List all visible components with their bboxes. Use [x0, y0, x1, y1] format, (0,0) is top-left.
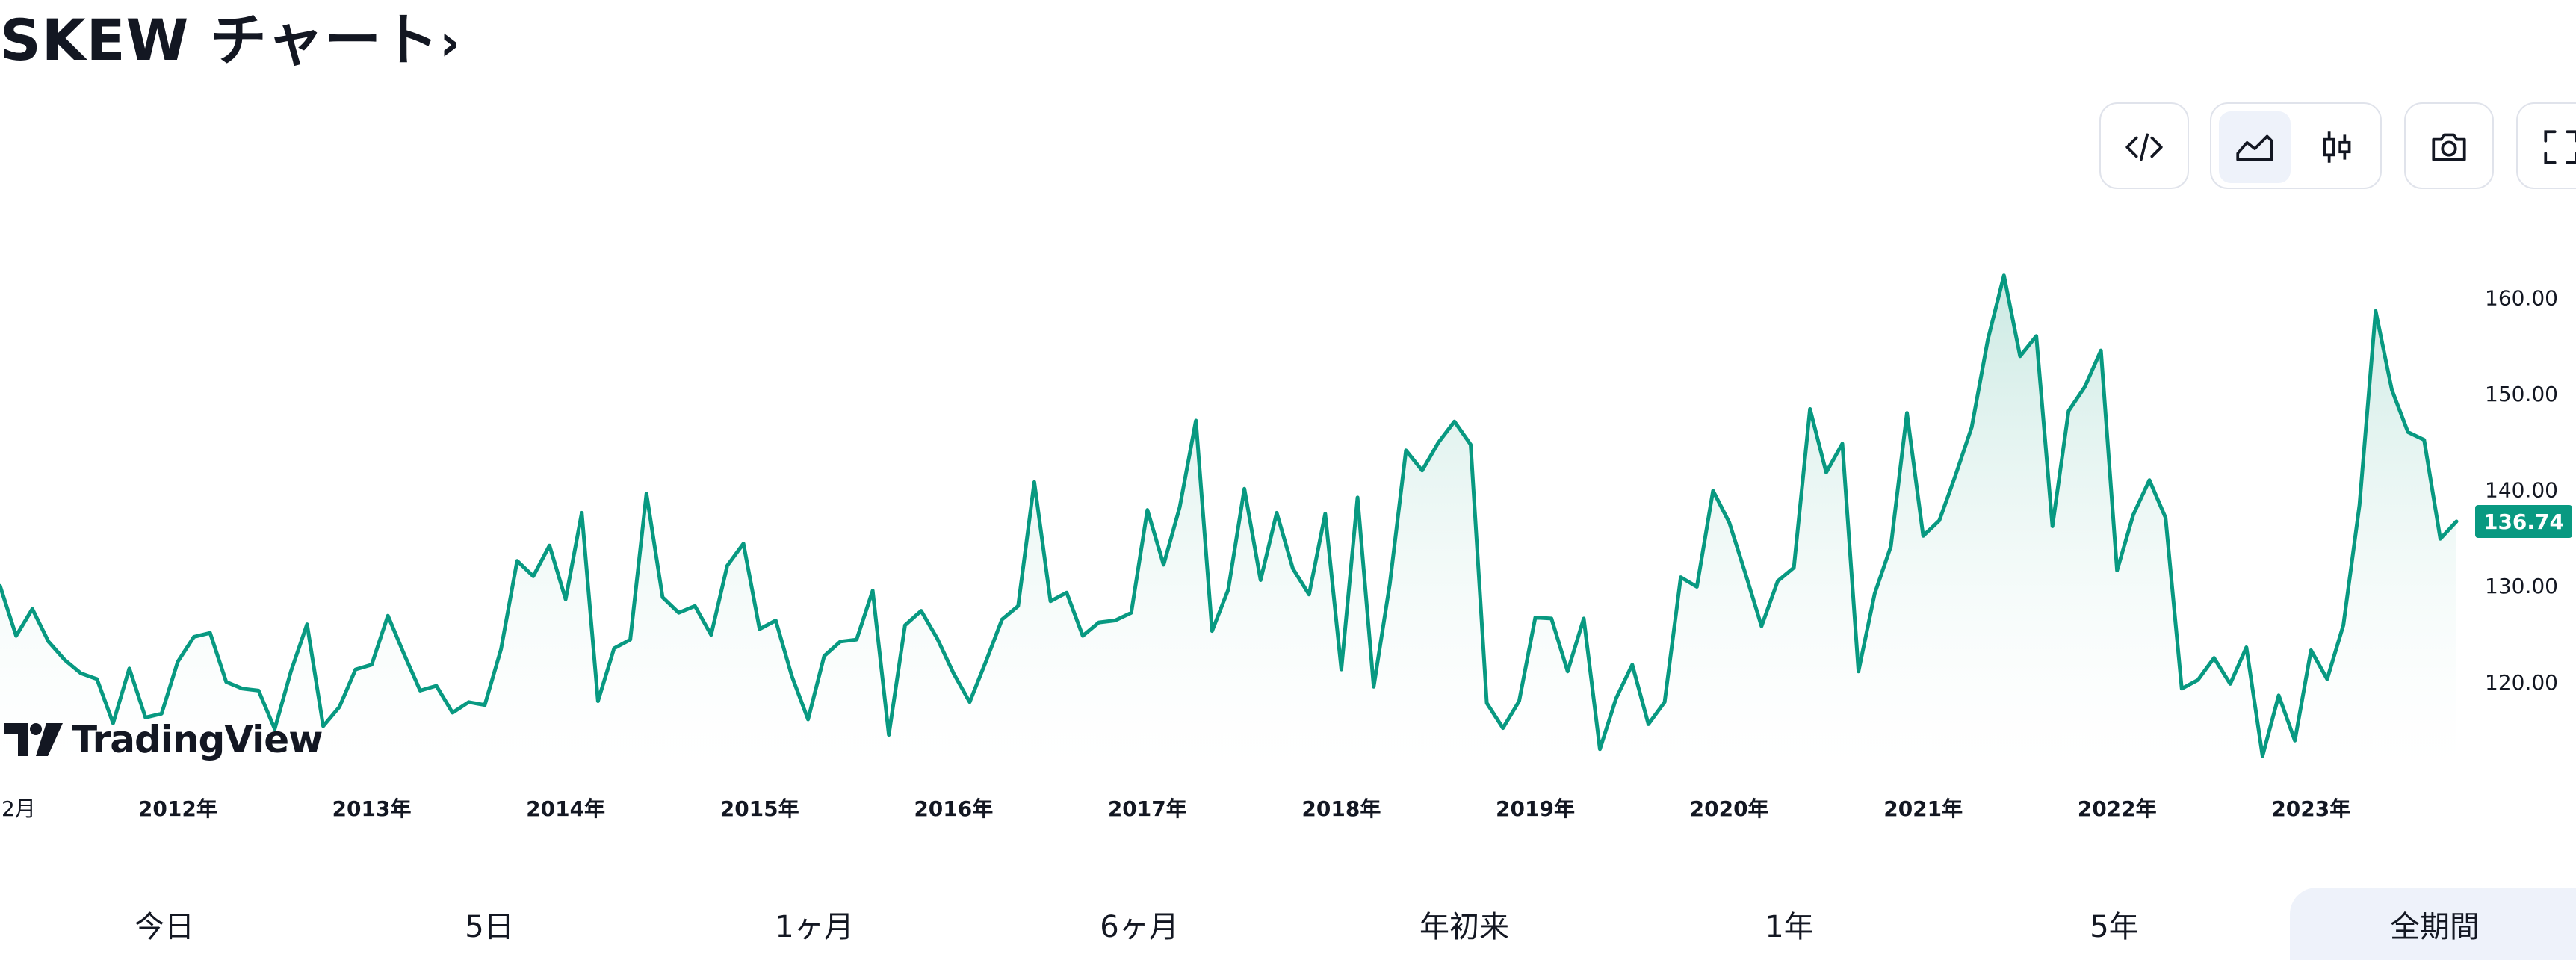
x-tick-label: 2013年 — [332, 796, 412, 821]
area-style-button[interactable] — [2219, 111, 2291, 183]
chart-style-group — [2210, 102, 2382, 189]
embed-button[interactable] — [2108, 111, 2180, 183]
x-tick-label: 2017年 — [1108, 796, 1187, 821]
tradingview-logo-icon — [4, 723, 63, 756]
chevron-right-icon: › — [439, 13, 462, 72]
range-6m-button[interactable]: 6ヶ月 — [1100, 909, 1179, 944]
range-1y-button[interactable]: 1年 — [1765, 909, 1814, 944]
y-axis: 120.00 130.00 140.00 150.00 160.00 — [2485, 285, 2558, 695]
snapshot-button[interactable] — [2413, 111, 2485, 183]
fullscreen-button[interactable] — [2525, 111, 2576, 183]
x-tick-label: 2022年 — [2078, 796, 2157, 821]
time-range-bar: 今日 5日 1ヶ月 6ヶ月 年初来 1年 5年 全期間 — [0, 888, 2576, 960]
y-tick-label: 160.00 — [2485, 285, 2558, 310]
tradingview-watermark: TradingView — [4, 713, 323, 766]
range-all-button[interactable]: 全期間 — [2290, 888, 2576, 960]
fullscreen-group — [2516, 102, 2576, 189]
y-tick-label: 130.00 — [2485, 574, 2558, 598]
x-tick-label: 2020年 — [1690, 796, 1769, 821]
last-value-text: 136.74 — [2483, 510, 2564, 534]
code-icon — [2125, 133, 2163, 161]
snapshot-group — [2404, 102, 2494, 189]
y-tick-label: 150.00 — [2485, 382, 2558, 406]
x-tick-label: 2014年 — [526, 796, 605, 821]
range-5y-button[interactable]: 5年 — [2090, 909, 2139, 944]
y-tick-label: 140.00 — [2485, 478, 2558, 503]
fullscreen-icon — [2544, 130, 2576, 164]
candle-style-button[interactable] — [2301, 111, 2373, 183]
x-axis: 2月 2012年 2013年 2014年 2015年 2016年 2017年 2018年 201… — [1, 796, 2350, 821]
range-today-button[interactable]: 今日 — [134, 909, 194, 944]
x-tick-label: 2023年 — [2271, 796, 2350, 821]
x-tick-label: 2016年 — [914, 796, 993, 821]
x-tick-label: 2019年 — [1496, 796, 1575, 821]
series-line — [0, 273, 2459, 758]
x-tick-label: 2012年 — [138, 796, 217, 821]
candlestick-icon — [2323, 131, 2351, 163]
range-ytd-button[interactable]: 年初来 — [1419, 909, 1509, 944]
skew-area-chart[interactable]: 120.00 130.00 140.00 150.00 160.00 2月 2012年 20… — [0, 0, 2576, 882]
embed-group — [2099, 102, 2189, 189]
camera-icon — [2432, 133, 2466, 161]
x-tick-label: 2015年 — [720, 796, 799, 821]
tradingview-logo-text: TradingView — [72, 718, 323, 761]
y-tick-label: 120.00 — [2485, 670, 2558, 695]
page-title[interactable]: SKEW チャート› — [0, 0, 461, 76]
x-tick-label: 2月 — [1, 796, 36, 821]
range-1m-button[interactable]: 1ヶ月 — [775, 909, 854, 944]
last-value-label: 136.74 — [2475, 505, 2572, 538]
range-5d-button[interactable]: 5日 — [465, 909, 514, 944]
x-tick-label: 2021年 — [1883, 796, 1963, 821]
area-chart-icon — [2236, 134, 2273, 161]
x-tick-label: 2018年 — [1301, 796, 1381, 821]
series-area-fill — [0, 275, 2456, 767]
page-title-text: SKEW チャート — [0, 7, 440, 73]
